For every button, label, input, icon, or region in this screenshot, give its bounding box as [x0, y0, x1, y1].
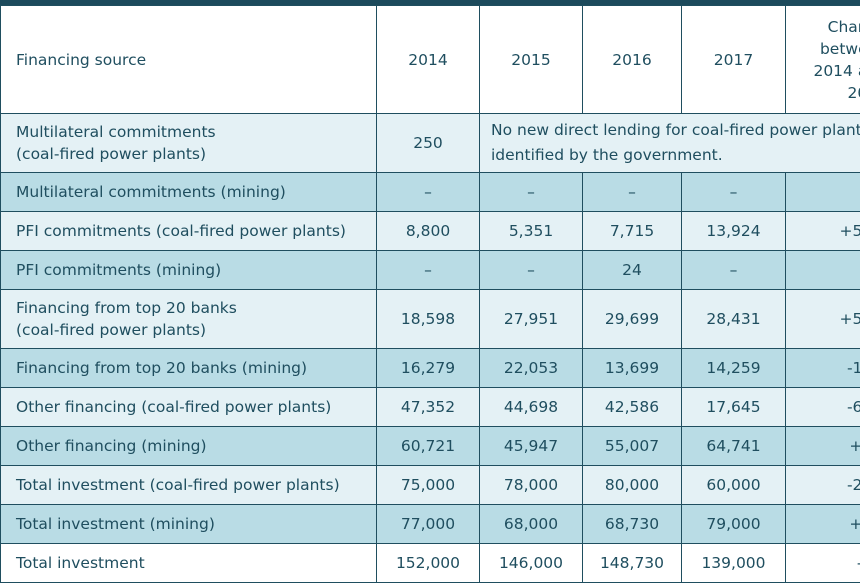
table-row: Financing from top 20 banks (coal-fired …	[0, 289, 860, 349]
cell-2016: 42,586	[582, 387, 682, 427]
cell-2014: –	[376, 250, 480, 290]
table-row: PFI commitments (coal-fired power plants…	[0, 211, 860, 251]
cell-2015: 44,698	[479, 387, 583, 427]
cell-note: No new direct lending for coal-fired pow…	[479, 113, 860, 173]
row-label: Multilateral commitments (mining)	[0, 172, 377, 212]
header-change: Change between 2014 and 2017	[785, 5, 860, 114]
row-label: Financing from top 20 banks (coal-fired …	[0, 289, 377, 349]
table-row-total: Total investment 152,000 146,000 148,730…	[0, 543, 860, 583]
cell-2016: 148,730	[582, 543, 682, 583]
cell-2017: 28,431	[681, 289, 786, 349]
cell-2016: 80,000	[582, 465, 682, 505]
row-label: Multilateral commitments (coal-fired pow…	[0, 113, 377, 173]
cell-change: -20%	[785, 465, 860, 505]
financing-table: Financing source 2014 2015 2016 2017 Cha…	[0, 5, 860, 583]
table-row: Other financing (mining) 60,721 45,947 5…	[0, 426, 860, 466]
cell-2015: 5,351	[479, 211, 583, 251]
cell-2015: 68,000	[479, 504, 583, 544]
cell-change: +7%	[785, 426, 860, 466]
cell-2017: –	[681, 172, 786, 212]
cell-2014: 75,000	[376, 465, 480, 505]
cell-2017: 14,259	[681, 348, 786, 388]
cell-change: +53%	[785, 289, 860, 349]
cell-2014: 152,000	[376, 543, 480, 583]
cell-2017: 17,645	[681, 387, 786, 427]
cell-2016: 7,715	[582, 211, 682, 251]
cell-2015: 78,000	[479, 465, 583, 505]
row-label: Other financing (mining)	[0, 426, 377, 466]
cell-change: -9%	[785, 543, 860, 583]
cell-2017: 64,741	[681, 426, 786, 466]
cell-2014: 47,352	[376, 387, 480, 427]
header-financing-source: Financing source	[0, 5, 377, 114]
cell-2016: 24	[582, 250, 682, 290]
cell-2016: –	[582, 172, 682, 212]
cell-2014: 8,800	[376, 211, 480, 251]
cell-2014: 60,721	[376, 426, 480, 466]
cell-2017: –	[681, 250, 786, 290]
top-accent-bar	[0, 0, 860, 5]
cell-change: NA	[785, 250, 860, 290]
row-label-text: Multilateral commitments (coal-fired pow…	[16, 123, 216, 163]
header-year-2014: 2014	[376, 5, 480, 114]
header-year-2016: 2016	[582, 5, 682, 114]
cell-2014: 18,598	[376, 289, 480, 349]
cell-change: -63%	[785, 387, 860, 427]
header-year-2017: 2017	[681, 5, 786, 114]
row-label: Financing from top 20 banks (mining)	[0, 348, 377, 388]
cell-2017: 139,000	[681, 543, 786, 583]
table-row: Total investment (mining) 77,000 68,000 …	[0, 504, 860, 544]
cell-2014: –	[376, 172, 480, 212]
table-row: PFI commitments (mining) – – 24 – NA	[0, 250, 860, 290]
cell-2017: 13,924	[681, 211, 786, 251]
table-header-row: Financing source 2014 2015 2016 2017 Cha…	[0, 5, 860, 114]
cell-2014: 77,000	[376, 504, 480, 544]
table-row: Other financing (coal-fired power plants…	[0, 387, 860, 427]
cell-2015: 45,947	[479, 426, 583, 466]
header-year-2015: 2015	[479, 5, 583, 114]
cell-2017: 60,000	[681, 465, 786, 505]
cell-2015: 146,000	[479, 543, 583, 583]
cell-change: +3%	[785, 504, 860, 544]
cell-2016: 55,007	[582, 426, 682, 466]
row-label: Total investment	[0, 543, 377, 583]
cell-2016: 13,699	[582, 348, 682, 388]
cell-2015: –	[479, 172, 583, 212]
cell-2015: 22,053	[479, 348, 583, 388]
row-label: Other financing (coal-fired power plants…	[0, 387, 377, 427]
cell-2015: –	[479, 250, 583, 290]
cell-2017: 79,000	[681, 504, 786, 544]
cell-2016: 68,730	[582, 504, 682, 544]
cell-2014: 16,279	[376, 348, 480, 388]
cell-change: +58%	[785, 211, 860, 251]
table-row: Multilateral commitments (mining) – – – …	[0, 172, 860, 212]
cell-change: -12%	[785, 348, 860, 388]
table-row: Multilateral commitments (coal-fired pow…	[0, 113, 860, 173]
row-label-text: Financing from top 20 banks (coal-fired …	[16, 299, 237, 339]
cell-2014: 250	[376, 113, 480, 173]
row-label: Total investment (coal-fired power plant…	[0, 465, 377, 505]
table-row: Financing from top 20 banks (mining) 16,…	[0, 348, 860, 388]
cell-2016: 29,699	[582, 289, 682, 349]
row-label: PFI commitments (coal-fired power plants…	[0, 211, 377, 251]
row-label: Total investment (mining)	[0, 504, 377, 544]
cell-change: –	[785, 172, 860, 212]
row-label: PFI commitments (mining)	[0, 250, 377, 290]
table-row: Total investment (coal-fired power plant…	[0, 465, 860, 505]
cell-2015: 27,951	[479, 289, 583, 349]
